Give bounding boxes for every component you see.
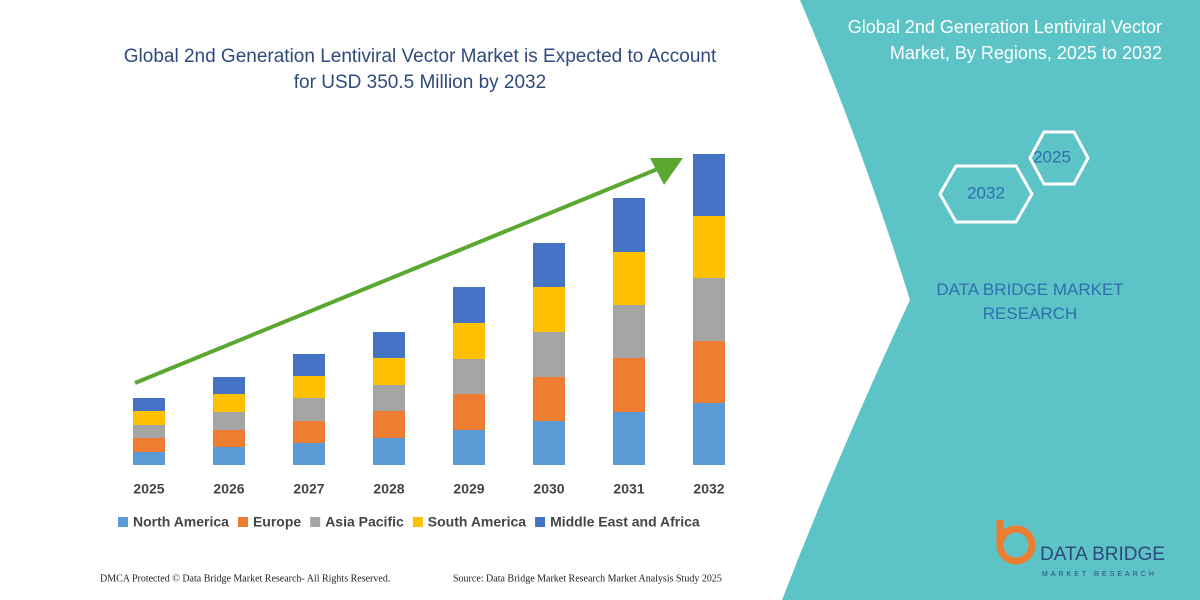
trend-arrowhead: [650, 158, 683, 185]
legend-swatch: [310, 517, 321, 527]
x-tick-label: 2025: [133, 481, 164, 497]
x-tick-label: 2032: [693, 481, 724, 497]
legend-swatch: [118, 517, 128, 527]
bar-segment: [533, 243, 565, 287]
bar-segment: [613, 198, 645, 252]
bar-segment: [453, 323, 485, 359]
bar-segment: [693, 341, 725, 403]
bar-segment: [613, 252, 645, 305]
x-tick-label: 2031: [613, 481, 644, 497]
bar-segment: [133, 425, 165, 438]
bar-segment: [133, 452, 165, 465]
legend-swatch: [237, 517, 248, 527]
bar-segment: [693, 403, 725, 465]
bar-segment: [613, 412, 645, 465]
panel-title: Global 2nd Generation Lentiviral Vector …: [847, 17, 1162, 63]
bar-segment: [613, 358, 645, 412]
bar-segment: [453, 394, 485, 430]
chart-title: Global 2nd Generation Lentiviral Vector …: [123, 46, 717, 93]
hex-label: 2025: [1033, 147, 1071, 166]
bar-segment: [293, 376, 325, 398]
bar-segment: [453, 287, 485, 323]
bar-segment: [213, 430, 245, 447]
bar-segment: [693, 278, 725, 341]
legend-label: Asia Pacific: [325, 514, 404, 530]
legend-label: North America: [133, 514, 229, 530]
bar-segment: [373, 358, 405, 385]
hex-label: 2032: [967, 183, 1005, 202]
bar-segment: [373, 332, 405, 358]
bar-segment: [213, 447, 245, 465]
bar-segment: [453, 430, 485, 465]
bar-segment: [133, 438, 165, 452]
bar-segment: [373, 385, 405, 411]
bar-segment: [533, 377, 565, 421]
bar-segment: [373, 411, 405, 438]
hexagon: [938, 164, 1034, 224]
x-tick-label: 2030: [533, 481, 564, 497]
trend-arrow: [134, 166, 661, 385]
legend-swatch: [535, 517, 546, 527]
x-tick-label: 2028: [373, 481, 404, 497]
bar-segment: [693, 154, 725, 216]
bar-segment: [213, 394, 245, 412]
bar-segment: [533, 287, 565, 332]
bar-segment: [293, 443, 325, 465]
legend-label: South America: [428, 514, 526, 530]
legend-label: Europe: [253, 514, 301, 530]
bar-segment: [293, 398, 325, 421]
legend-label: Middle East and Africa: [550, 514, 700, 530]
logo-tagline: MARKET RESEARCH: [1042, 571, 1157, 578]
footer-left: DMCA Protected © Data Bridge Market Rese…: [100, 573, 390, 584]
x-tick-label: 2026: [213, 481, 244, 497]
bar-segment: [213, 377, 245, 394]
bar-segment: [533, 421, 565, 465]
footer-right: Source: Data Bridge Market Research Mark…: [453, 573, 722, 584]
bar-segment: [533, 332, 565, 377]
bar-segment: [133, 411, 165, 425]
bar-segment: [213, 412, 245, 430]
bar-segment: [453, 359, 485, 394]
bar-segment: [293, 354, 325, 376]
x-tick-label: 2027: [293, 481, 324, 497]
bar-segment: [373, 438, 405, 465]
brand: DATA BRIDGE MARKET RESEARCH: [936, 280, 1124, 323]
bar-segment: [693, 216, 725, 278]
bar-segment: [133, 398, 165, 411]
logo-name: DATA BRIDGE: [1040, 544, 1165, 565]
bar-segment: [293, 421, 325, 443]
x-tick-label: 2029: [453, 481, 484, 497]
bar-segment: [613, 305, 645, 358]
hexagon: [1028, 130, 1090, 186]
legend-swatch: [412, 517, 423, 527]
side-panel: [782, 0, 1200, 600]
logo-icon: [996, 520, 1036, 565]
